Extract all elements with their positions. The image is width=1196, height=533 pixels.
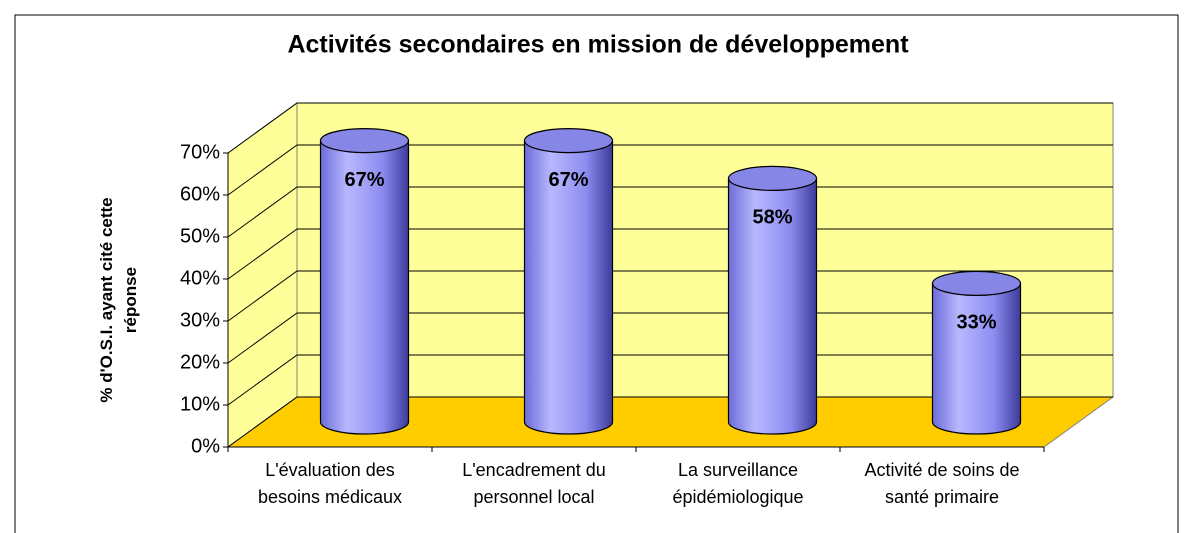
bar-body — [931, 282, 1022, 435]
x-tick-label: besoins médicaux — [258, 487, 402, 507]
y-tick-label: 50% — [180, 225, 220, 247]
y-tick-label: 0% — [191, 435, 220, 457]
bar-body — [523, 140, 614, 435]
x-tick-label: La surveillance — [678, 460, 798, 480]
y-axis-label-line: réponse — [121, 267, 140, 333]
bar-body — [319, 140, 410, 435]
y-tick-label: 40% — [180, 267, 220, 289]
grid-line — [227, 396, 1113, 448]
value-label: 67% — [344, 169, 384, 191]
bar — [727, 165, 818, 435]
left-wall — [227, 102, 298, 448]
bar — [319, 128, 410, 435]
x-tick-label: Activité de soins de — [864, 460, 1019, 480]
bar-top — [319, 128, 410, 154]
bar-top — [931, 270, 1022, 296]
bar — [931, 270, 1022, 435]
y-tick-label: 70% — [180, 141, 220, 163]
y-tick-label: 30% — [180, 309, 220, 331]
y-tick-label: 20% — [180, 351, 220, 373]
value-label: 58% — [752, 207, 792, 229]
grid-line — [227, 354, 1113, 406]
value-label: 33% — [956, 312, 996, 334]
x-tick-label: personnel local — [473, 487, 594, 507]
bar — [523, 128, 614, 435]
value-label: 67% — [548, 169, 588, 191]
grid-line — [227, 312, 1113, 364]
y-axis-label-line: % d'O.S.I. ayant cité cette — [97, 197, 116, 402]
y-tick-label: 10% — [180, 393, 220, 415]
x-tick-label: L'évaluation des — [265, 460, 395, 480]
y-axis-label: % d'O.S.I. ayant cité cette réponse — [97, 197, 140, 402]
grid-line — [227, 228, 1113, 280]
grid-line — [227, 186, 1113, 238]
bar-top — [523, 128, 614, 154]
x-tick-label: L'encadrement du — [462, 460, 606, 480]
y-tick-label: 60% — [180, 183, 220, 205]
x-tick-label: santé primaire — [885, 487, 999, 507]
x-tick-label: épidémiologique — [672, 487, 803, 507]
grid-line — [227, 270, 1113, 322]
chart-title: Activités secondaires en mission de déve… — [287, 31, 909, 59]
bar-top — [727, 165, 818, 191]
grid-line — [227, 144, 1113, 196]
grid-line — [227, 102, 1113, 154]
bar-body — [727, 177, 818, 435]
